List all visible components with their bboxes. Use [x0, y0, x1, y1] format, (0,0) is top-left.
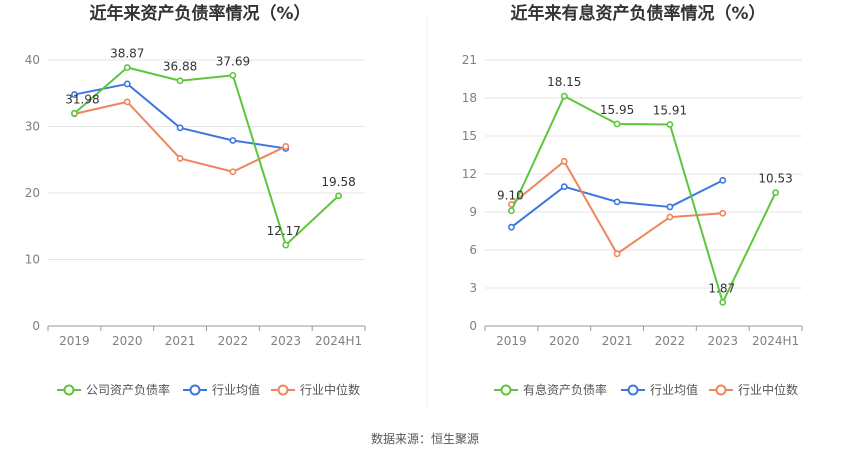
x-tick-label: 2020	[112, 334, 143, 348]
data-point-company	[560, 92, 568, 100]
y-tick-label: 0	[469, 319, 477, 333]
data-label: 19.58	[321, 175, 355, 189]
x-tick-label: 2021	[165, 334, 196, 348]
legend-industry-median-label: 行业中位数	[300, 382, 360, 397]
data-label: 31.98	[65, 92, 99, 106]
legend-industry-median-marker	[277, 384, 289, 396]
chart-interest-bearing-debt-ratio: 近年来有息资产负债率情况（%） 0 3 6 9 12 15 18 21 2019 2020 2021 2…	[462, 3, 803, 397]
data-point-industry-average	[666, 203, 674, 211]
series-line-industry-median	[510, 160, 723, 255]
legend-industry-average-label: 行业均值	[650, 382, 698, 397]
legend-company-label: 有息资产负债率	[523, 382, 607, 397]
data-point-industry-median	[560, 157, 568, 165]
data-point-industry-median	[229, 168, 237, 176]
data-point-company	[282, 241, 290, 249]
x-tick-label: 2020	[549, 334, 580, 348]
data-point-industry-median	[613, 250, 621, 258]
data-point-company	[772, 189, 779, 197]
data-point-industry-average	[176, 124, 184, 132]
legend-industry-average-label: 行业均值	[212, 382, 260, 397]
data-point-industry-median	[176, 155, 184, 162]
data-point-company	[613, 120, 621, 128]
data-label: 15.95	[600, 103, 634, 117]
x-tick-label: 2022	[218, 334, 249, 348]
data-point-company	[229, 71, 237, 79]
data-label: 38.87	[110, 47, 144, 61]
data-label: 9.10	[497, 189, 524, 203]
legend-industry-median-marker	[715, 384, 727, 396]
data-point-company	[719, 298, 727, 306]
data-point-industry-average	[613, 198, 621, 206]
chart-title: 近年来资产负债率情况（%）	[89, 3, 310, 24]
y-tick-label: 9	[469, 205, 477, 219]
data-label: 10.53	[758, 172, 792, 186]
series-line-company	[510, 95, 777, 304]
data-point-company	[176, 77, 184, 85]
data-label: 37.69	[216, 54, 250, 68]
y-tick-label: 3	[469, 281, 477, 295]
chart-title: 近年来有息资产负债率情况（%）	[510, 3, 765, 24]
data-label: 1.87	[708, 281, 735, 295]
y-tick-label: 12	[462, 167, 477, 181]
data-label: 15.91	[653, 103, 687, 117]
data-point-industry-average	[123, 80, 131, 88]
y-tick-label: 0	[32, 319, 40, 333]
data-label: 12.17	[267, 224, 301, 238]
data-label: 18.15	[547, 75, 581, 89]
series-line-industry-average	[74, 82, 286, 150]
legend-industry-median-label: 行业中位数	[738, 382, 798, 397]
y-tick-label: 40	[25, 53, 40, 67]
y-tick-label: 20	[25, 186, 40, 200]
legend-company-marker	[500, 384, 512, 396]
x-tick-label: 2023	[270, 334, 301, 348]
data-point-company	[71, 109, 78, 117]
data-label: 36.88	[163, 60, 197, 74]
x-tick-label: 2022	[655, 334, 686, 348]
y-tick-label: 30	[25, 120, 40, 134]
y-tick-label: 18	[462, 91, 477, 105]
x-tick-label: 2019	[496, 334, 527, 348]
x-tick-label: 2024H1	[752, 334, 799, 348]
data-point-industry-median	[282, 143, 290, 150]
series-line-company	[73, 66, 340, 247]
data-source: 数据来源：恒生聚源	[371, 431, 479, 446]
legend-company-marker	[63, 384, 75, 396]
x-tick-label: 2021	[602, 334, 633, 348]
data-point-industry-median	[719, 209, 727, 217]
data-point-industry-median	[123, 98, 131, 106]
x-tick-label: 2023	[707, 334, 738, 348]
data-point-industry-average	[719, 176, 727, 184]
data-point-industry-average	[508, 223, 515, 231]
y-tick-label: 10	[25, 253, 40, 267]
legend-industry-average-marker	[189, 384, 201, 396]
chart-debt-ratio: 近年来资产负债率情况（%） 0 10 20 30 40 2019 2020 2021 2022 20…	[25, 3, 366, 397]
data-point-industry-average	[560, 183, 568, 191]
data-point-industry-median	[666, 213, 674, 221]
data-point-company	[123, 64, 131, 71]
y-tick-label: 21	[462, 53, 477, 67]
x-tick-label: 2019	[59, 334, 90, 348]
data-point-company	[335, 192, 342, 200]
data-point-industry-average	[229, 137, 237, 144]
x-tick-label: 2024H1	[315, 334, 362, 348]
data-point-company	[666, 121, 674, 128]
y-tick-label: 15	[462, 129, 477, 143]
legend-industry-average-marker	[627, 384, 639, 396]
legend-company-label: 公司资产负债率	[86, 382, 170, 397]
y-tick-label: 6	[469, 243, 477, 257]
data-point-company	[508, 207, 515, 215]
data-point-industry-average	[71, 91, 78, 98]
